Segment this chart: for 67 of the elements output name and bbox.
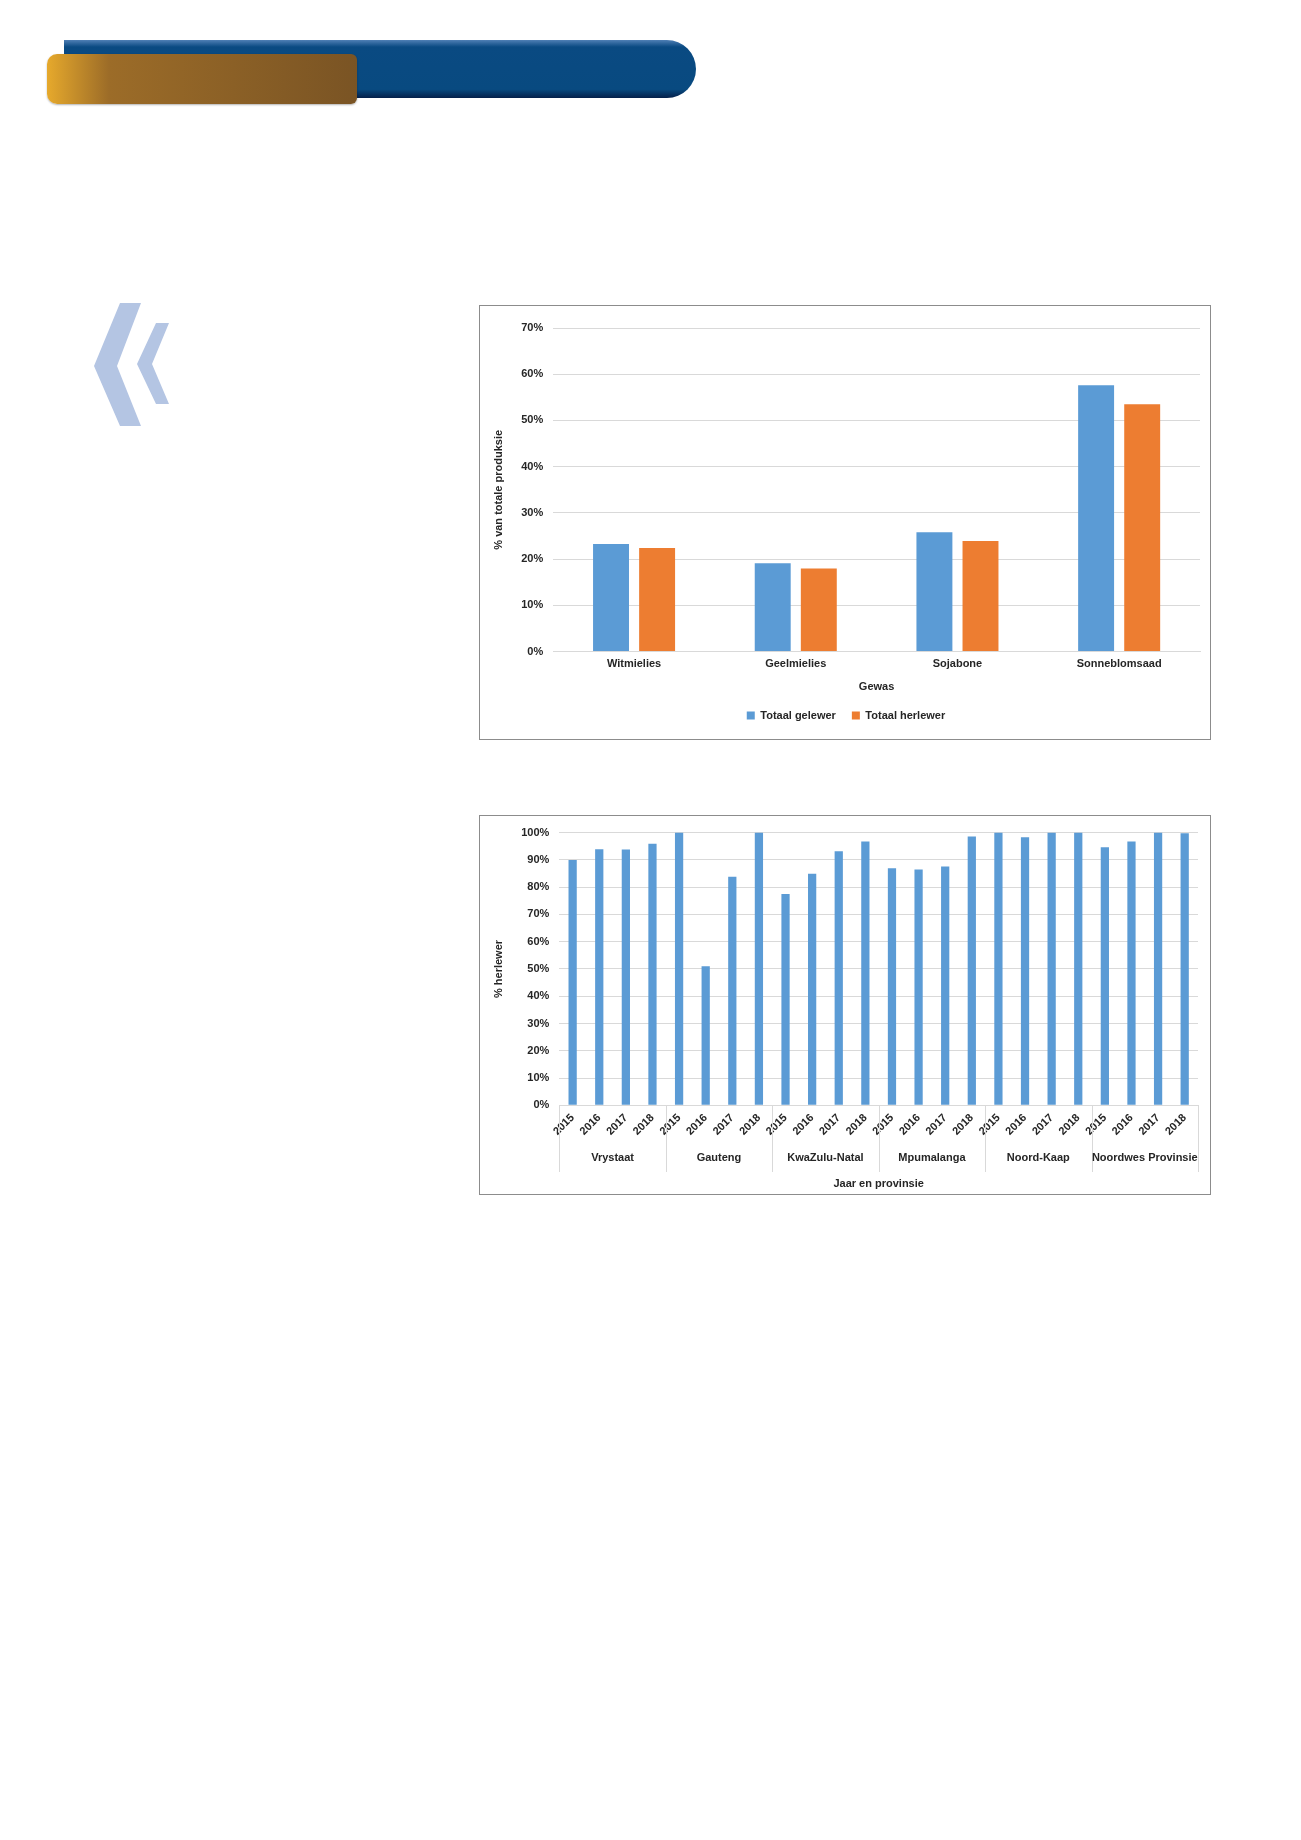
y-axis-title: % herlewer — [491, 939, 504, 999]
y-tick-label: 20% — [527, 1043, 550, 1056]
bar — [1100, 847, 1109, 1105]
bar — [648, 843, 657, 1105]
bar — [568, 859, 577, 1105]
x-tick-label: Sonneblomsaad — [1076, 657, 1162, 670]
x-axis-title: Jaar en provinsie — [833, 1177, 924, 1190]
bar — [621, 849, 630, 1105]
y-tick-label: 0% — [527, 644, 544, 657]
y-tick-label: 40% — [521, 459, 544, 472]
y-tick-label: 0% — [533, 1098, 550, 1111]
bar — [967, 836, 976, 1105]
y-tick-label: 10% — [521, 598, 544, 611]
y-axis-title: % van totale produksie — [491, 429, 504, 550]
bar — [1074, 832, 1083, 1105]
bar — [1153, 832, 1163, 1105]
x-tick-label: Sojabone — [932, 657, 983, 670]
text: Mpumalanga — [898, 1151, 967, 1164]
x-tick-label: Witmielies — [606, 657, 662, 670]
y-tick-label: 70% — [527, 907, 550, 920]
bar — [887, 868, 897, 1105]
text: Noord-Kaap — [1006, 1151, 1071, 1164]
y-tick-label: 30% — [521, 505, 544, 518]
bar — [834, 851, 843, 1105]
bar — [1127, 841, 1136, 1105]
y-tick-label: 100% — [521, 825, 550, 838]
bar — [1124, 404, 1161, 652]
bar — [808, 873, 817, 1105]
bar — [941, 866, 950, 1105]
legend-label: Totaal gelewer — [760, 708, 837, 721]
bar — [781, 893, 790, 1105]
bar — [861, 841, 870, 1105]
bar — [674, 832, 684, 1105]
y-tick-label: 80% — [527, 880, 550, 893]
y-tick-label: 60% — [521, 367, 544, 380]
y-tick-label: 50% — [527, 962, 550, 975]
y-tick-label: 60% — [527, 934, 550, 947]
y-tick-label: 10% — [527, 1071, 550, 1084]
y-tick-label: 70% — [521, 321, 544, 334]
bar — [962, 541, 999, 652]
bar — [754, 832, 764, 1105]
text: Noordwes Provinsie — [1091, 1151, 1198, 1164]
bar — [593, 543, 629, 652]
bar — [595, 849, 604, 1105]
bar — [1020, 837, 1030, 1105]
text: Gauteng — [696, 1151, 742, 1164]
bar — [800, 568, 837, 652]
legend-label: Totaal herlewer — [865, 708, 946, 721]
y-tick-label: 50% — [521, 413, 544, 426]
y-tick-label: 90% — [527, 852, 550, 865]
text: KwaZulu-Natal — [787, 1151, 864, 1164]
x-tick-label: Geelmielies — [765, 657, 827, 670]
text: Vrystaat — [591, 1151, 635, 1164]
bar — [754, 563, 791, 652]
bar — [1047, 832, 1056, 1105]
bar — [914, 869, 923, 1105]
y-tick-label: 30% — [527, 1016, 550, 1029]
bar — [916, 532, 953, 652]
bar — [994, 832, 1003, 1105]
bar — [701, 966, 710, 1105]
x-axis-title: Gewas — [858, 680, 895, 693]
bar — [639, 548, 676, 652]
bar — [728, 876, 737, 1105]
bar — [1078, 385, 1115, 652]
y-tick-label: 20% — [521, 552, 544, 565]
bar — [1180, 833, 1189, 1105]
y-tick-label: 40% — [527, 989, 550, 1002]
